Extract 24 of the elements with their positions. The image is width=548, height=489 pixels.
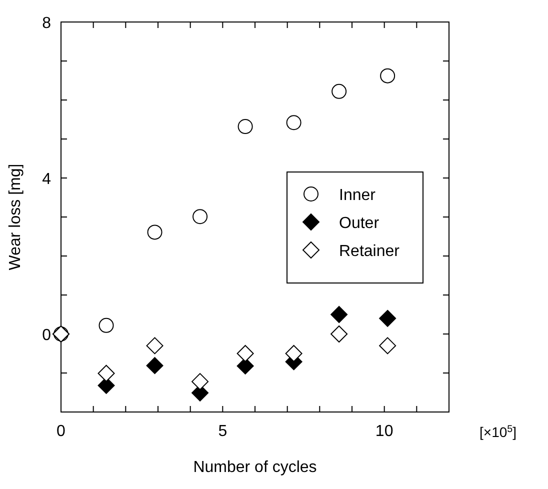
- point: [332, 84, 347, 99]
- point: [98, 318, 114, 333]
- x-tick-label: 5: [218, 423, 228, 440]
- legend-label: Inner: [339, 187, 376, 204]
- x-axis-title: Number of cycles: [193, 459, 317, 476]
- x-tick-label: 0: [56, 423, 66, 440]
- point: [147, 224, 162, 240]
- point: [379, 310, 396, 327]
- text: [×10$^{5}$]: [480, 424, 516, 440]
- point: [192, 209, 208, 224]
- point: [330, 306, 348, 323]
- y-tick-label: 4: [42, 171, 52, 188]
- point: [330, 326, 348, 342]
- legend-label: Retainer: [339, 243, 400, 260]
- point: [238, 119, 253, 134]
- y-tick-label: 0: [42, 327, 52, 344]
- point: [286, 115, 302, 130]
- x-tick-label: 10: [375, 423, 394, 440]
- y-tick-label: 8: [42, 15, 52, 32]
- y-axis-title: Wear loss [mg]: [7, 164, 24, 270]
- legend-label: Outer: [339, 215, 380, 232]
- point: [146, 357, 164, 374]
- point: [285, 345, 302, 362]
- point: [380, 68, 396, 84]
